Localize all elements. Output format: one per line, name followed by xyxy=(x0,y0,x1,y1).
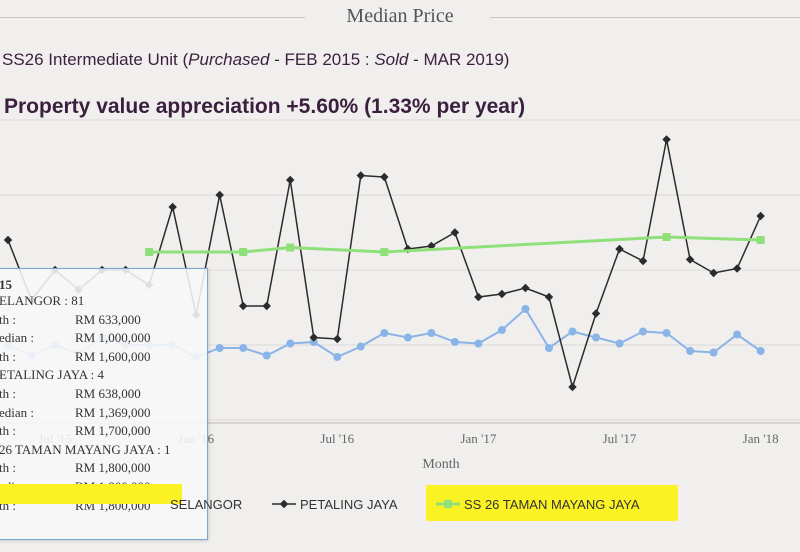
x-tick-label: Jul '17 xyxy=(603,431,637,446)
tooltip-stat-label: th : xyxy=(0,423,16,439)
data-point xyxy=(662,233,671,241)
data-point xyxy=(638,256,648,266)
x-tick-label: Jul '16 xyxy=(320,431,354,446)
data-point xyxy=(474,292,483,302)
legend-petaling-jaya[interactable]: PETALING JAYA xyxy=(300,497,398,512)
tooltip-stat-label: th : xyxy=(0,386,16,401)
data-point xyxy=(356,342,365,351)
tooltip-stat-value: RM 1,700,000 xyxy=(75,423,151,439)
data-point xyxy=(286,339,295,348)
data-point xyxy=(615,244,624,254)
legend-ss26[interactable]: SS 26 TAMAN MAYANG JAYA xyxy=(464,497,640,512)
data-point xyxy=(639,327,648,336)
data-point xyxy=(262,301,271,311)
series-layer xyxy=(3,135,765,392)
data-point xyxy=(756,347,765,355)
tooltip-series-header: ETALING JAYA : 4 xyxy=(0,367,105,383)
data-point xyxy=(756,211,765,221)
data-point xyxy=(497,326,506,334)
sold-label: Sold xyxy=(374,50,409,69)
tooltip-stat-value: RM 1,600,000 xyxy=(75,348,151,364)
tooltip-series-header: ELANGOR : 81 xyxy=(0,293,85,308)
data-point xyxy=(592,333,600,342)
appreciation-headline: Property value appreciation +5.60% (1.33… xyxy=(4,95,526,118)
data-point xyxy=(709,348,718,357)
data-point xyxy=(427,329,436,337)
legend-selangor[interactable]: SELANGOR xyxy=(170,497,243,512)
data-point xyxy=(215,190,224,200)
data-point xyxy=(239,248,248,256)
series-ss-26-taman-mayang-jaya xyxy=(145,233,765,256)
data-point xyxy=(380,248,389,256)
title-rule-left xyxy=(0,17,305,18)
data-point xyxy=(497,289,507,299)
data-point xyxy=(709,268,718,278)
data-point xyxy=(568,382,577,392)
data-point xyxy=(309,338,318,346)
data-point xyxy=(380,172,389,182)
data-point xyxy=(474,339,483,348)
tooltip-stat-value: RM 633,000 xyxy=(75,311,141,327)
data-point xyxy=(733,330,742,339)
data-point xyxy=(732,264,742,273)
tooltip-stat-value: RM 638,000 xyxy=(75,386,141,401)
data-point xyxy=(380,329,389,337)
data-point xyxy=(285,175,295,185)
data-point xyxy=(685,255,695,264)
data-point xyxy=(662,135,671,144)
data-point xyxy=(756,236,765,244)
data-point xyxy=(168,202,177,212)
data-point xyxy=(333,334,342,344)
tooltip-stat-value: RM 1,800,000 xyxy=(75,460,151,476)
section-title: Median Price xyxy=(0,5,800,28)
data-point xyxy=(521,305,530,313)
tooltip-date: 15 xyxy=(0,277,12,292)
data-point xyxy=(403,333,412,342)
data-point xyxy=(662,329,671,337)
data-point xyxy=(450,228,460,237)
tooltip-stat-label: th : xyxy=(0,460,16,476)
tooltip-stat-label: th : xyxy=(0,348,16,364)
tooltip-stat-label: edian : xyxy=(0,330,35,346)
title-rule-right xyxy=(490,17,800,18)
data-point xyxy=(544,292,554,302)
data-point xyxy=(521,283,530,293)
petaling-legend-marker xyxy=(272,499,296,509)
data-point xyxy=(544,344,553,352)
tooltip-stat-value: RM 1,369,000 xyxy=(75,404,151,420)
tooltip-stat-label: edian : xyxy=(0,404,35,420)
x-axis-label: Month xyxy=(422,457,459,472)
data-point xyxy=(286,243,295,252)
data-point xyxy=(262,351,271,360)
median-highlight xyxy=(0,484,182,504)
series-line xyxy=(149,235,761,254)
data-point xyxy=(356,171,366,180)
ss26-legend-highlight xyxy=(426,485,678,521)
data-point xyxy=(450,338,459,346)
data-point xyxy=(686,347,695,355)
tooltip-series-header: 26 TAMAN MAYANG JAYA : 1 xyxy=(0,441,171,457)
data-point xyxy=(591,309,601,318)
data-point xyxy=(215,344,224,352)
tooltip-stat-label: th : xyxy=(0,311,16,327)
data-point xyxy=(309,333,319,342)
x-tick-label: Jan '17 xyxy=(460,431,496,446)
data-point xyxy=(239,344,248,352)
data-point xyxy=(145,248,154,256)
data-point xyxy=(333,353,342,361)
data-point xyxy=(615,339,624,348)
unit-subtitle: SS26 Intermediate Unit (Purchased - FEB … xyxy=(2,50,510,69)
ss26-legend-marker xyxy=(436,500,460,508)
data-point xyxy=(238,301,248,311)
tooltip-stat-value: RM 1,000,000 xyxy=(75,330,151,346)
data-point xyxy=(568,327,577,336)
x-tick-label: Jan '18 xyxy=(743,431,779,446)
data-point xyxy=(3,235,13,245)
purchased-label: Purchased xyxy=(188,50,270,69)
